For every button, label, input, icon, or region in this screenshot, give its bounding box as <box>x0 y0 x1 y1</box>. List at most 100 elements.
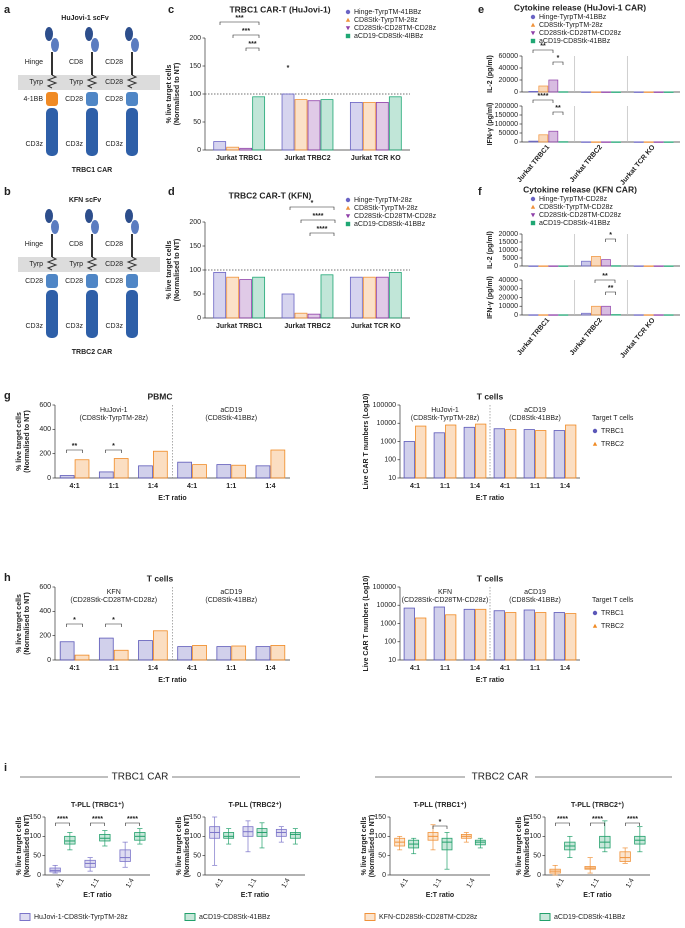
significance-bracket <box>125 822 140 826</box>
legend-label: Hinge-TyrpTM-41BBz <box>354 9 422 16</box>
group-label: aCD19 <box>220 407 242 414</box>
bar <box>611 91 621 93</box>
bar <box>653 265 664 267</box>
x-tick-label: 1:4 <box>281 877 292 889</box>
significance-bracket <box>605 291 616 295</box>
significance-bracket <box>432 825 448 829</box>
bar <box>528 265 539 267</box>
legend-label: CD8Stk-TyrpTM-28z <box>354 17 418 24</box>
y-tick-label: 400 <box>39 426 51 433</box>
bar <box>663 265 674 267</box>
significance: * <box>311 200 314 207</box>
costim-domain <box>86 274 98 288</box>
domain-label: Tyrp <box>69 79 83 86</box>
legend-title: Target T cells <box>592 415 634 422</box>
x-tick-label: 1:4 <box>148 483 158 490</box>
legend-label: aCD19-CD8Stk-41BBz <box>354 221 426 228</box>
y-axis-label: (Normalised to NT) <box>524 815 531 878</box>
chart-title: T cells <box>147 573 174 583</box>
panel-label: g <box>4 390 11 402</box>
y-tick-label: 0 <box>197 147 201 154</box>
x-tick-label: Jurkat TCR KO <box>351 323 401 330</box>
significance-bracket <box>532 99 554 103</box>
y-tick-label: 5000 <box>502 255 518 262</box>
legend-swatch <box>539 913 551 921</box>
y-tick-label: 0 <box>514 89 518 96</box>
bar <box>528 314 539 316</box>
x-tick-label: 1:4 <box>265 483 275 490</box>
legend-label: TRBC2 <box>601 623 624 630</box>
y-tick-label: 20000 <box>499 77 519 84</box>
domain-label: CD28 <box>105 241 123 248</box>
costim-domain <box>46 92 58 106</box>
bar <box>320 274 334 319</box>
x-tick-label: 4:1 <box>410 665 420 672</box>
y-tick-label: 100 <box>29 833 41 840</box>
transmembrane <box>46 74 58 89</box>
y-tick-label: 100 <box>189 91 201 98</box>
bar <box>216 464 232 479</box>
bar <box>153 630 168 661</box>
scfv-domain <box>131 38 139 52</box>
bar <box>633 91 644 93</box>
y-tick-label: 600 <box>39 402 51 409</box>
significance: *** <box>235 15 243 22</box>
legend-swatch <box>184 913 196 921</box>
domain-label: CD3z <box>105 141 123 148</box>
significance: * <box>557 55 560 62</box>
significance: **** <box>592 816 603 823</box>
bar <box>74 459 90 479</box>
chart-title: PBMC <box>147 391 172 401</box>
section-header: TRBC2 CAR <box>472 772 529 783</box>
legend-swatch <box>364 913 376 921</box>
legend-label: TRBC2 <box>601 441 624 448</box>
bar <box>192 464 207 479</box>
y-tick-label: 30000 <box>499 286 519 293</box>
x-axis-label: E:T ratio <box>476 495 504 502</box>
legend-label: KFN-CD28Stk-CD28TM-CD28z <box>379 914 478 921</box>
legend-label: Hinge-TyrpTM-41BBz <box>539 14 607 21</box>
y-tick-label: 40000 <box>499 277 519 284</box>
bar <box>475 608 487 661</box>
box <box>64 835 76 845</box>
y-tick-label: 0 <box>47 657 51 664</box>
bar <box>538 314 549 316</box>
bar <box>581 141 591 143</box>
y-tick-label: 0 <box>197 315 201 322</box>
bar <box>415 425 427 479</box>
significance: **** <box>538 93 549 100</box>
legend-marker <box>345 197 351 203</box>
significance-bracket <box>90 822 105 826</box>
x-tick-label: 1:1 <box>432 877 443 889</box>
chart-title: T cells <box>477 573 504 583</box>
panel-label: c <box>168 4 174 16</box>
legend-marker <box>592 428 598 434</box>
panel-label: e <box>478 4 484 16</box>
bar <box>548 314 559 316</box>
y-tick-label: 0 <box>37 872 41 879</box>
domain-label: Tyrp <box>69 261 83 268</box>
group-label: (CD8Stk-41BBz) <box>509 597 561 604</box>
bar <box>255 465 271 479</box>
x-tick-label: 1:4 <box>470 665 480 672</box>
y-axis-label: (Normalised to NT) <box>24 592 31 655</box>
bar <box>493 428 505 479</box>
y-tick-label: 10 <box>388 657 396 664</box>
bar <box>177 461 192 479</box>
x-tick-label: 4:1 <box>214 877 225 889</box>
bar <box>239 279 253 319</box>
legend-label: aCD19-CD8Stk-41BBz <box>539 220 611 227</box>
cd3z-domain <box>46 290 58 338</box>
group-label: (CD8Stk-41BBz) <box>509 415 561 422</box>
bar <box>138 640 153 661</box>
significance: **** <box>313 213 324 220</box>
domain-label: CD28 <box>65 278 83 285</box>
x-tick-label: 1:1 <box>440 665 450 672</box>
panel-label: b <box>4 186 11 198</box>
y-tick-label: 150 <box>529 814 541 821</box>
y-axis-label: % live target cells <box>16 817 23 876</box>
bar <box>294 99 308 151</box>
significance: **** <box>57 816 68 823</box>
bar <box>643 91 654 93</box>
